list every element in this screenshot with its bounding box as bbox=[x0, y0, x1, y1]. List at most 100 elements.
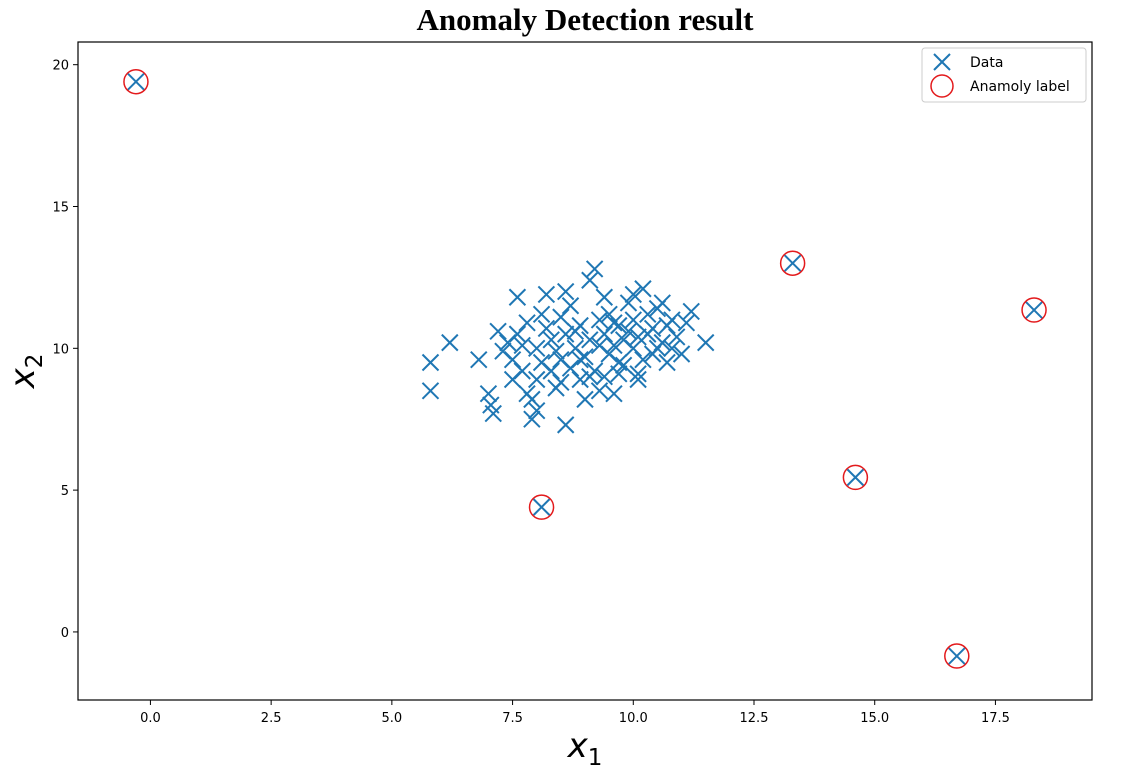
data-point bbox=[697, 333, 715, 352]
data-point bbox=[127, 72, 145, 91]
y-axis-label: x2 bbox=[3, 354, 48, 390]
data-point bbox=[489, 322, 507, 341]
x-tick-label: 12.5 bbox=[740, 711, 769, 726]
data-point bbox=[528, 370, 546, 389]
data-point bbox=[672, 345, 691, 363]
data-point bbox=[682, 302, 700, 321]
data-point bbox=[528, 401, 546, 420]
data-point bbox=[648, 339, 667, 358]
x-tick-label: 15.0 bbox=[860, 711, 889, 726]
legend-label: Data bbox=[970, 55, 1003, 71]
data-point bbox=[421, 353, 440, 372]
data-point bbox=[503, 370, 522, 389]
data-point bbox=[537, 285, 556, 304]
y-tick-label: 20 bbox=[52, 59, 69, 74]
x-tick-label: 7.5 bbox=[502, 711, 523, 726]
anomaly-circle bbox=[528, 494, 555, 520]
x-axis-ticks: 0.0 2.5 5.0 7.5 10.0 12.5 15.0 17.5 bbox=[140, 700, 1010, 726]
data-point bbox=[668, 328, 686, 346]
data-point bbox=[581, 271, 599, 289]
x-axis-label-subscript: 1 bbox=[588, 745, 603, 771]
data-point bbox=[552, 308, 570, 326]
data-point bbox=[585, 260, 604, 278]
data-point bbox=[581, 331, 599, 349]
anomaly-circle bbox=[1021, 297, 1047, 323]
data-point bbox=[1025, 301, 1043, 319]
data-point bbox=[948, 647, 966, 665]
x-tick-label: 2.5 bbox=[261, 711, 282, 726]
data-point bbox=[571, 316, 589, 335]
data-point bbox=[595, 367, 614, 386]
data-point bbox=[614, 356, 633, 375]
data-point bbox=[610, 365, 628, 383]
legend-circle-marker-icon bbox=[930, 74, 954, 98]
anomaly-circles-layer bbox=[123, 68, 1047, 669]
data-point bbox=[421, 382, 440, 400]
y-tick-label: 15 bbox=[52, 201, 69, 216]
data-point bbox=[508, 325, 527, 343]
data-point bbox=[677, 314, 696, 332]
data-point bbox=[523, 390, 541, 409]
data-point bbox=[653, 294, 671, 312]
data-point bbox=[532, 305, 551, 323]
data-point bbox=[556, 416, 575, 434]
data-point bbox=[513, 336, 531, 355]
data-point bbox=[441, 333, 459, 352]
data-point bbox=[639, 305, 657, 323]
data-point bbox=[634, 280, 652, 298]
data-point bbox=[605, 314, 623, 332]
data-point bbox=[484, 404, 502, 423]
anomaly-circle bbox=[123, 68, 149, 95]
data-point bbox=[576, 390, 594, 409]
data-point bbox=[590, 311, 609, 329]
y-tick-label: 10 bbox=[52, 342, 69, 357]
data-point bbox=[590, 382, 609, 400]
data-point bbox=[619, 294, 638, 312]
data-point bbox=[547, 379, 565, 397]
data-point bbox=[619, 322, 638, 341]
data-point bbox=[470, 350, 488, 369]
data-point bbox=[581, 367, 599, 386]
y-axis-ticks: 0 5 10 15 20 bbox=[52, 59, 78, 641]
data-point bbox=[552, 350, 570, 369]
data-point bbox=[643, 319, 662, 338]
anomaly-circle bbox=[779, 250, 806, 276]
y-axis-label-main: x bbox=[3, 367, 43, 389]
data-point bbox=[629, 370, 647, 389]
data-point bbox=[634, 350, 652, 369]
data-point bbox=[518, 314, 536, 332]
data-point bbox=[556, 282, 575, 301]
x-tick-label: 0.0 bbox=[140, 711, 161, 726]
data-point bbox=[523, 410, 541, 428]
data-point bbox=[556, 325, 575, 343]
data-point bbox=[629, 328, 647, 346]
data-point bbox=[532, 353, 551, 372]
data-point bbox=[783, 254, 802, 272]
x-tick-label: 10.0 bbox=[619, 711, 648, 726]
data-point bbox=[658, 316, 676, 335]
data-point bbox=[561, 297, 580, 315]
data-point bbox=[571, 370, 589, 389]
y-tick-label: 0 bbox=[61, 626, 69, 641]
data-point bbox=[595, 288, 614, 306]
data-point bbox=[595, 325, 614, 343]
x-tick-label: 17.5 bbox=[981, 711, 1010, 726]
data-point bbox=[663, 339, 681, 358]
data-point bbox=[576, 348, 594, 366]
data-point bbox=[479, 384, 498, 403]
data-point bbox=[846, 468, 865, 487]
x-tick-label: 5.0 bbox=[382, 711, 403, 726]
chart-title: Anomaly Detection result bbox=[416, 2, 754, 37]
data-point bbox=[614, 331, 633, 349]
data-point bbox=[605, 336, 623, 355]
data-point bbox=[508, 288, 527, 306]
data-point bbox=[600, 305, 618, 323]
legend-x-marker-icon bbox=[933, 53, 951, 71]
legend-box bbox=[921, 47, 1087, 103]
x-axis-label: x1 bbox=[567, 726, 603, 771]
data-point bbox=[624, 285, 642, 304]
data-point bbox=[629, 365, 647, 383]
legend: Data Anamoly label bbox=[921, 47, 1087, 103]
legend-label: Anamoly label bbox=[970, 79, 1070, 95]
